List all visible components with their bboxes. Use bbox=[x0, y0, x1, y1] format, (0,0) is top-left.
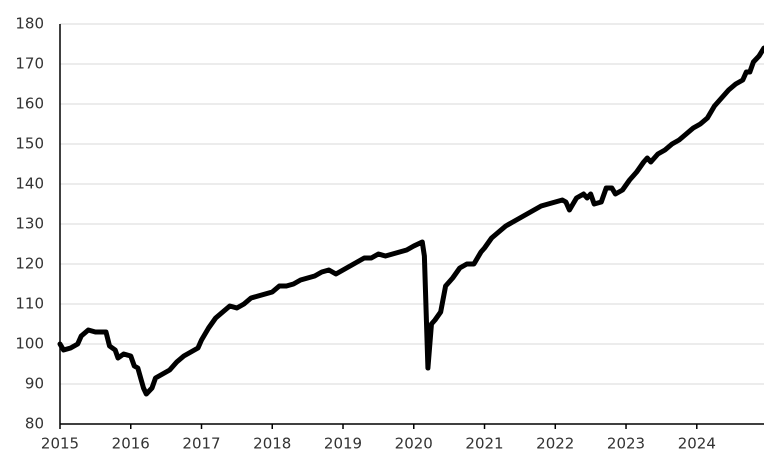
x-tick-label: 2019 bbox=[324, 435, 362, 453]
y-tick-label: 80 bbox=[25, 415, 44, 433]
y-tick-label: 180 bbox=[15, 15, 44, 33]
x-tick-label: 2017 bbox=[182, 435, 220, 453]
y-tick-label: 160 bbox=[15, 95, 44, 113]
y-tick-label: 90 bbox=[25, 375, 44, 393]
x-tick-label: 2022 bbox=[536, 435, 574, 453]
x-tick-label: 2015 bbox=[41, 435, 79, 453]
y-tick-label: 130 bbox=[15, 215, 44, 233]
x-tick-label: 2016 bbox=[112, 435, 150, 453]
data-line bbox=[57, 45, 764, 397]
y-tick-label: 110 bbox=[15, 295, 44, 313]
y-tick-label: 120 bbox=[15, 255, 44, 273]
y-tick-label: 100 bbox=[15, 335, 44, 353]
x-tick-label: 2020 bbox=[395, 435, 433, 453]
y-tick-label: 150 bbox=[15, 135, 44, 153]
y-tick-label: 170 bbox=[15, 55, 44, 73]
y-tick-label: 140 bbox=[15, 175, 44, 193]
x-tick-label: 2021 bbox=[465, 435, 503, 453]
x-tick-label: 2024 bbox=[678, 435, 716, 453]
x-tick-label: 2023 bbox=[607, 435, 645, 453]
x-tick-label: 2018 bbox=[253, 435, 291, 453]
